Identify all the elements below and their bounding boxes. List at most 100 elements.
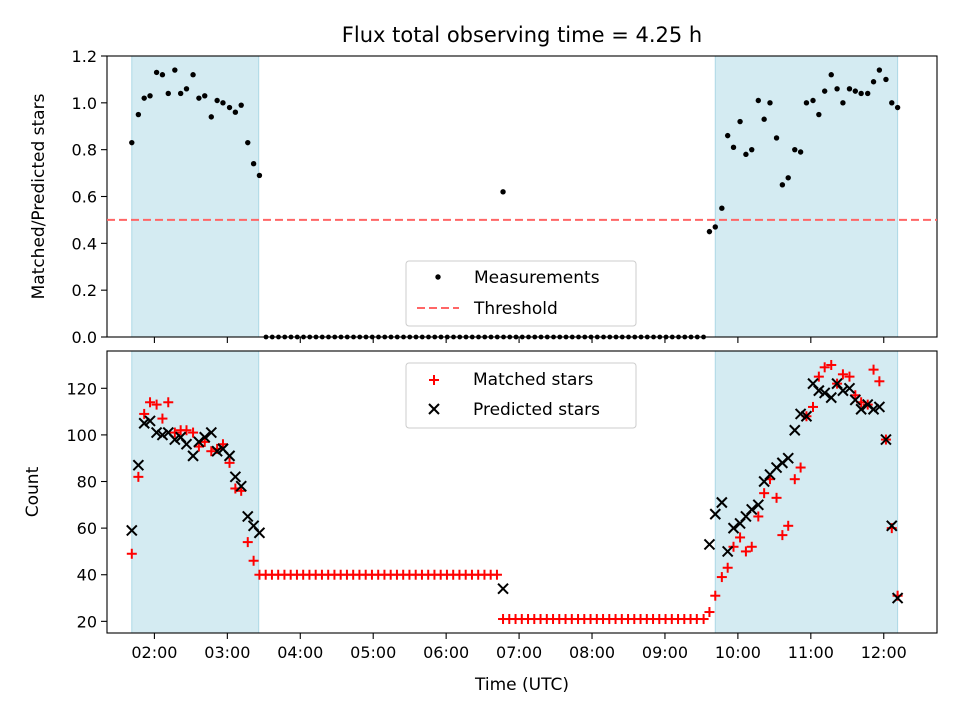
measurement-point: [196, 95, 202, 101]
legend: Measurements Threshold: [405, 260, 637, 327]
legend-label: Measurements: [474, 268, 600, 288]
measurement-point: [488, 334, 494, 340]
measurement-point: [208, 114, 214, 120]
measurement-point: [626, 334, 631, 340]
predicted-point: [721, 545, 734, 558]
matched-point: [145, 397, 156, 408]
x-stroke: [217, 443, 229, 455]
measurement-point: [719, 205, 725, 211]
measurement-point: [594, 334, 600, 340]
x-tick-label: 09:00: [642, 643, 688, 662]
measurement-point: [828, 72, 834, 78]
y-axis-label: Matched/Predicted stars: [29, 93, 49, 299]
measurement-point: [190, 72, 196, 78]
predicted-point: [891, 592, 904, 604]
predicted-point: [169, 433, 181, 446]
predicted-point: [880, 433, 892, 446]
predicted-point: [886, 520, 898, 532]
x-stroke: [187, 450, 199, 462]
matched-point: [188, 427, 199, 438]
measurement-point: [743, 151, 749, 158]
matched-point: [808, 401, 819, 412]
predicted-point: [789, 424, 801, 436]
y-tick-label: 60: [77, 519, 97, 538]
matched-point: [753, 511, 764, 522]
measurement-point: [394, 334, 400, 340]
y-tick-label: 0.6: [72, 188, 97, 207]
matched-point: [813, 371, 824, 382]
predicted-point: [223, 450, 236, 462]
y-tick-label: 80: [77, 473, 97, 492]
x-tick-label: 04:00: [277, 643, 323, 662]
measurement-point: [767, 100, 773, 106]
measurement-point: [451, 334, 456, 340]
measurement-point: [737, 118, 743, 125]
x-tick-label: 03:00: [204, 643, 250, 662]
measurement-point: [816, 111, 822, 118]
measurement-point: [301, 334, 306, 340]
measurement-point: [376, 334, 381, 340]
measurement-point: [344, 334, 350, 340]
matched-point: [728, 541, 739, 552]
measurement-point: [730, 144, 737, 151]
measurement-point: [858, 90, 864, 97]
legend-marker-matched: [429, 375, 439, 385]
measurement-point: [576, 334, 581, 340]
measurement-point: [426, 334, 431, 340]
predicted-point: [242, 510, 254, 523]
measurement-point: [276, 334, 281, 340]
x-stroke: [886, 520, 898, 532]
measurement-point: [613, 334, 619, 340]
x-stroke: [229, 471, 242, 483]
x-stroke: [831, 377, 843, 390]
matched-point: [826, 359, 837, 370]
measurement-point: [582, 334, 588, 340]
matched-point: [704, 607, 715, 618]
predicted-point: [138, 417, 150, 429]
matched-point: [844, 371, 855, 382]
predicted-point: [813, 384, 825, 397]
measurement-point: [712, 224, 718, 230]
x-stroke: [242, 510, 254, 523]
predicted-point: [818, 387, 831, 399]
matched-point: [789, 474, 800, 485]
bottom-panel: 20 40 60 80 100 120 02:00 03:00 04:00 05:00 06:00 0…: [23, 350, 938, 695]
measurement-point: [172, 67, 178, 73]
x-stroke: [156, 429, 169, 441]
measurement-point: [638, 334, 644, 340]
measurement-point: [779, 182, 786, 188]
x-stroke: [132, 459, 145, 471]
predicted-point: [716, 496, 728, 509]
predicted-point: [849, 394, 862, 406]
predicted-point: [752, 499, 765, 511]
measurement-point: [153, 69, 160, 76]
measurement-point: [785, 175, 791, 181]
x-stroke: [162, 426, 174, 439]
matched-point: [783, 520, 794, 531]
x-stroke: [818, 387, 831, 399]
measurement-point: [269, 334, 275, 340]
predicted-point: [746, 503, 758, 516]
x-stroke: [837, 384, 849, 397]
x-stroke: [727, 522, 740, 534]
y-axis-label: Count: [23, 466, 43, 517]
measurement-point: [526, 334, 531, 340]
matched-point: [722, 562, 733, 573]
measurement-point: [401, 334, 406, 340]
measurement-point: [852, 88, 859, 94]
x-stroke: [721, 545, 734, 558]
matched-point: [224, 457, 235, 468]
x-stroke: [794, 408, 807, 420]
measurement-point: [669, 334, 675, 340]
measurement-point: [313, 334, 319, 340]
x-stroke: [199, 431, 211, 443]
measurement-point: [250, 161, 257, 167]
measurement-point: [147, 93, 153, 99]
x-stroke: [752, 499, 765, 511]
y-tick-label: 20: [77, 612, 97, 631]
matched-point: [181, 425, 192, 436]
measurement-point: [476, 334, 481, 340]
x-stroke: [709, 508, 721, 520]
measurement-point: [663, 334, 669, 340]
measurement-point: [676, 334, 681, 340]
